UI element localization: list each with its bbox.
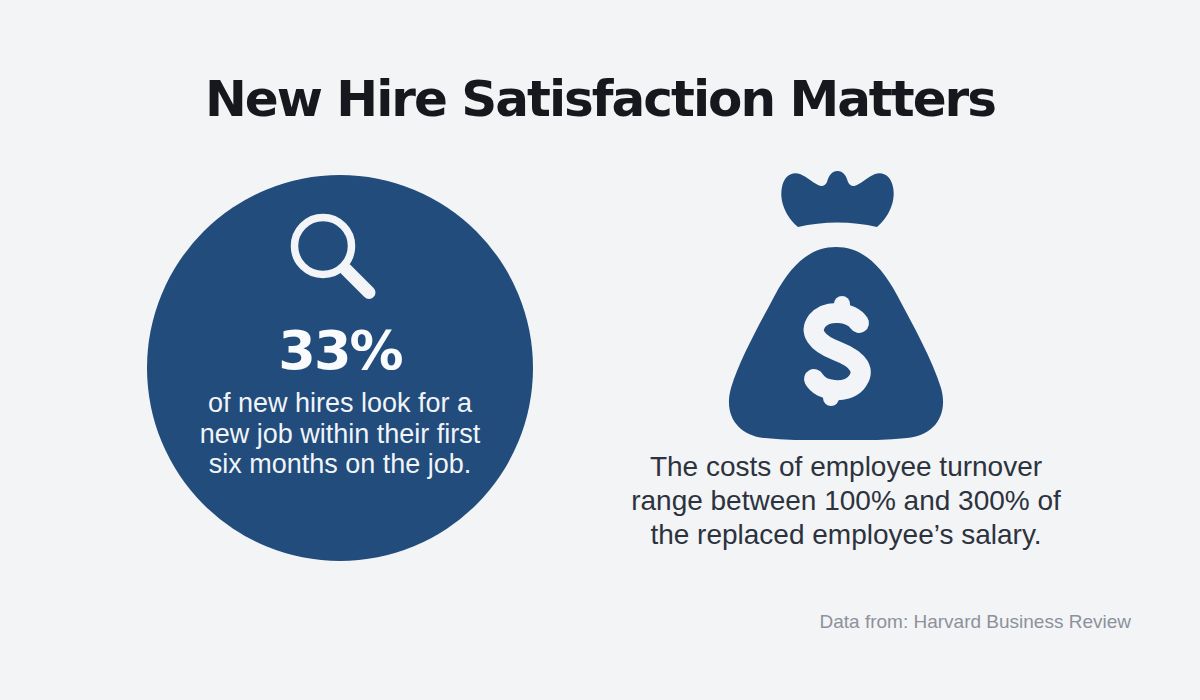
dollar-sign: [814, 304, 861, 398]
page-title: New Hire Satisfaction Matters: [0, 70, 1200, 128]
cost-description-line: The costs of employee turnover: [590, 450, 1102, 484]
stat-description-line: of new hires look for a: [200, 388, 481, 419]
cost-description-line: the replaced employee’s salary.: [590, 518, 1102, 552]
stat-description-line: six months on the job.: [200, 449, 481, 480]
stat-value: 33%: [278, 322, 401, 380]
stat-description: of new hires look for a new job within t…: [200, 388, 481, 480]
money-bag-icon: [725, 170, 947, 440]
attribution: Data from: Harvard Business Review: [820, 611, 1132, 633]
cost-description: The costs of employee turnover range bet…: [590, 450, 1102, 552]
magnifying-glass-icon: [285, 213, 381, 309]
stat-circle: 33% of new hires look for a new job with…: [147, 175, 533, 561]
stat-description-line: new job within their first: [200, 419, 481, 450]
cost-description-line: range between 100% and 300% of: [590, 484, 1102, 518]
money-bag-tie: [781, 171, 893, 227]
infographic-canvas: New Hire Satisfaction Matters 33% of new…: [0, 0, 1200, 700]
